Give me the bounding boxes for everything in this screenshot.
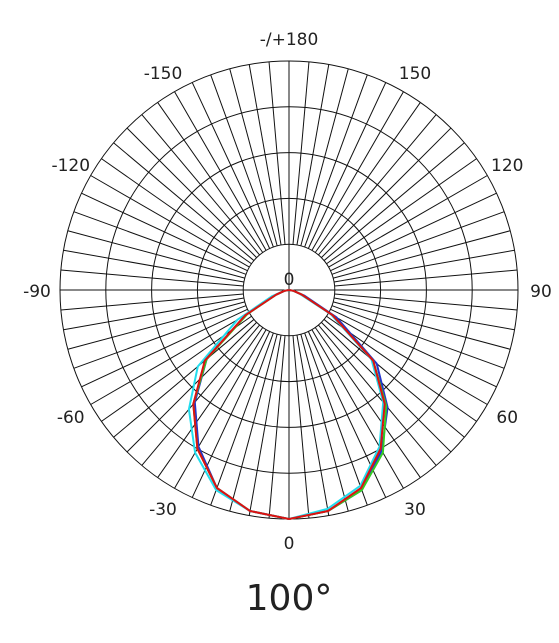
spoke — [307, 331, 387, 498]
spoke — [318, 324, 437, 466]
spoke — [311, 329, 404, 489]
spoke — [323, 319, 465, 438]
spoke — [330, 192, 497, 272]
spoke — [268, 335, 286, 519]
spoke — [157, 102, 264, 253]
spoke — [126, 322, 257, 453]
angle-label: 0 — [284, 534, 295, 554]
spoke — [300, 334, 349, 512]
angle-label: -90 — [23, 282, 51, 302]
chart-title: 100° — [246, 578, 333, 619]
spoke — [334, 269, 518, 287]
spoke — [81, 192, 248, 272]
spoke — [328, 312, 488, 405]
spoke — [292, 335, 310, 519]
angle-label: 30 — [404, 500, 426, 520]
spoke — [328, 175, 488, 268]
spoke — [191, 331, 271, 498]
spoke — [141, 324, 260, 466]
spoke — [307, 82, 387, 249]
spoke — [268, 61, 286, 245]
spoke — [331, 305, 505, 369]
spoke — [174, 329, 267, 489]
spoke — [229, 334, 278, 512]
spoke — [321, 322, 452, 453]
spoke — [248, 64, 282, 245]
spoke — [73, 305, 247, 369]
spoke — [311, 91, 404, 251]
spoke — [60, 293, 244, 311]
spoke — [314, 327, 421, 478]
spoke — [333, 301, 511, 350]
spoke — [67, 230, 245, 279]
spoke — [323, 142, 465, 261]
spoke — [334, 249, 515, 283]
spoke — [292, 61, 310, 245]
spoke — [304, 74, 368, 248]
series-line — [193, 289, 389, 520]
spoke — [300, 68, 349, 246]
spoke — [210, 332, 274, 506]
spoke — [331, 211, 505, 275]
spoke — [333, 230, 511, 279]
spoke — [73, 211, 247, 275]
series-line — [192, 289, 388, 520]
angle-label: 150 — [399, 64, 431, 84]
angle-label: -/+180 — [260, 30, 319, 50]
spoke — [229, 68, 278, 246]
spoke — [157, 327, 264, 478]
spoke — [210, 74, 274, 248]
spoke — [63, 249, 244, 283]
spoke — [101, 158, 252, 265]
spoke — [314, 102, 421, 253]
spoke — [60, 269, 244, 287]
angle-label: 90 — [530, 282, 552, 302]
spoke — [113, 319, 255, 438]
angle-label: -150 — [144, 64, 183, 84]
spoke — [90, 312, 250, 405]
spoke — [326, 158, 477, 265]
spoke — [141, 114, 260, 256]
spoke — [334, 293, 518, 311]
spoke — [67, 301, 245, 350]
angle-label: -60 — [57, 408, 85, 428]
angle-label: 120 — [491, 156, 523, 176]
spoke — [90, 175, 250, 268]
spoke — [296, 64, 330, 245]
spoke — [126, 127, 257, 258]
spoke — [81, 308, 248, 388]
spoke — [318, 114, 437, 256]
spoke — [321, 127, 452, 258]
angle-label: -30 — [149, 500, 177, 520]
spoke — [330, 308, 497, 388]
spoke — [304, 332, 368, 506]
spoke — [174, 91, 267, 251]
spoke — [191, 82, 271, 249]
radial-label: 0 — [284, 270, 295, 290]
series-line — [192, 289, 386, 520]
spoke — [63, 297, 244, 331]
spoke — [113, 142, 255, 261]
angle-label: 60 — [496, 408, 518, 428]
spoke — [248, 335, 282, 516]
spoke — [334, 297, 515, 331]
spoke — [296, 335, 330, 516]
angle-label: -120 — [51, 156, 90, 176]
